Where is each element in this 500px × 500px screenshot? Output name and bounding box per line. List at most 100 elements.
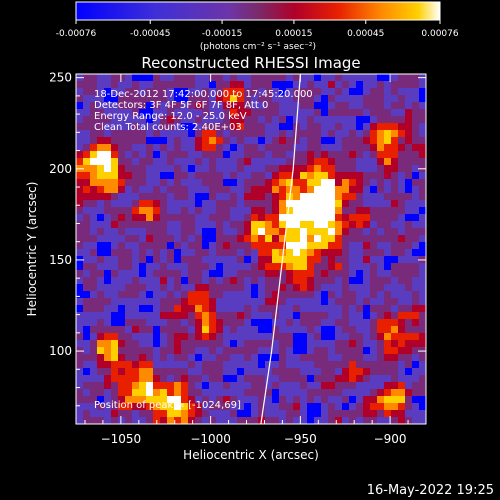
heatmap-cell	[139, 277, 147, 285]
heatmap-cell	[90, 214, 98, 222]
heatmap-cell	[209, 109, 217, 117]
heatmap-cell	[405, 347, 413, 355]
heatmap-cell	[300, 228, 308, 236]
heatmap-cell	[216, 221, 224, 229]
heatmap-cell	[251, 179, 259, 187]
heatmap-cell	[132, 347, 140, 355]
heatmap-cell	[251, 417, 259, 424]
heatmap-cell	[412, 249, 420, 257]
heatmap-cell	[118, 319, 126, 327]
heatmap-cell	[335, 102, 343, 110]
heatmap-cell	[160, 319, 168, 327]
heatmap-cell	[160, 242, 168, 250]
heatmap-cell	[335, 144, 343, 152]
heatmap-cell	[167, 333, 175, 341]
heatmap-cell	[391, 368, 399, 376]
heatmap-cell	[237, 403, 245, 411]
heatmap-cell	[258, 88, 266, 96]
heatmap-cell	[272, 298, 280, 306]
heatmap-cell	[370, 417, 378, 424]
heatmap-cell	[265, 221, 273, 229]
heatmap-cell	[251, 368, 259, 376]
heatmap-cell	[342, 277, 350, 285]
heatmap-cell	[230, 235, 238, 243]
heatmap-cell	[251, 410, 259, 418]
heatmap-cell	[258, 361, 266, 369]
heatmap-cell	[286, 389, 294, 397]
heatmap-cell	[349, 172, 357, 180]
heatmap-cell	[419, 186, 426, 194]
heatmap-cell	[195, 403, 203, 411]
heatmap-cell	[419, 151, 426, 159]
heatmap-cell	[188, 298, 196, 306]
heatmap-cell	[384, 263, 392, 271]
heatmap-cell	[314, 298, 322, 306]
heatmap-cell	[342, 263, 350, 271]
heatmap-cell	[419, 172, 426, 180]
heatmap-cell	[209, 242, 217, 250]
heatmap-cell	[412, 389, 420, 397]
heatmap-cell	[216, 158, 224, 166]
heatmap-cell	[349, 200, 357, 208]
heatmap-cell	[188, 88, 196, 96]
heatmap-cell	[356, 368, 364, 376]
heatmap-cell	[97, 214, 105, 222]
heatmap-cell	[181, 368, 189, 376]
heatmap-cell	[153, 200, 161, 208]
heatmap-cell	[265, 284, 273, 292]
heatmap-cell	[356, 200, 364, 208]
heatmap-cell	[97, 172, 105, 180]
heatmap-cell	[356, 291, 364, 299]
heatmap-cell	[328, 165, 336, 173]
heatmap-cell	[90, 95, 98, 103]
heatmap-cell	[76, 116, 84, 124]
heatmap-cell	[202, 186, 210, 194]
heatmap-cell	[314, 319, 322, 327]
heatmap-cell	[146, 326, 154, 334]
heatmap-cell	[258, 172, 266, 180]
heatmap-cell	[230, 193, 238, 201]
heatmap-cell	[314, 291, 322, 299]
heatmap-cell	[377, 368, 385, 376]
heatmap-cell	[223, 305, 231, 313]
heatmap-cell	[391, 228, 399, 236]
heatmap-cell	[293, 375, 301, 383]
heatmap-cell	[272, 179, 280, 187]
heatmap-cell	[412, 333, 420, 341]
heatmap-cell	[118, 228, 126, 236]
heatmap-cell	[384, 151, 392, 159]
heatmap-cell	[244, 123, 252, 131]
heatmap-cell	[265, 396, 273, 404]
heatmap-cell	[321, 137, 329, 145]
heatmap-cell	[356, 242, 364, 250]
heatmap-cell	[335, 228, 343, 236]
heatmap-cell	[125, 284, 133, 292]
heatmap-cell	[160, 291, 168, 299]
heatmap-cell	[265, 389, 273, 397]
heatmap-cell	[174, 151, 182, 159]
heatmap-cell	[405, 158, 413, 166]
heatmap-cell	[391, 354, 399, 362]
heatmap-cell	[356, 186, 364, 194]
heatmap-cell	[202, 88, 210, 96]
heatmap-cell	[83, 375, 91, 383]
heatmap-cell	[181, 256, 189, 264]
x-tick-label: −1000	[190, 432, 231, 446]
heatmap-cell	[293, 109, 301, 117]
heatmap-cell	[405, 270, 413, 278]
heatmap-cell	[118, 179, 126, 187]
heatmap-cell	[342, 361, 350, 369]
heatmap-cell	[405, 242, 413, 250]
heatmap-cell	[251, 270, 259, 278]
heatmap-cell	[377, 74, 385, 82]
heatmap-cell	[146, 298, 154, 306]
heatmap-cell	[111, 410, 119, 418]
heatmap-cell	[279, 375, 287, 383]
heatmap-cell	[160, 361, 168, 369]
heatmap-cell	[286, 319, 294, 327]
heatmap-cell	[90, 305, 98, 313]
heatmap-cell	[307, 354, 315, 362]
heatmap-cell	[195, 186, 203, 194]
heatmap-cell	[97, 242, 105, 250]
heatmap-cell	[174, 102, 182, 110]
